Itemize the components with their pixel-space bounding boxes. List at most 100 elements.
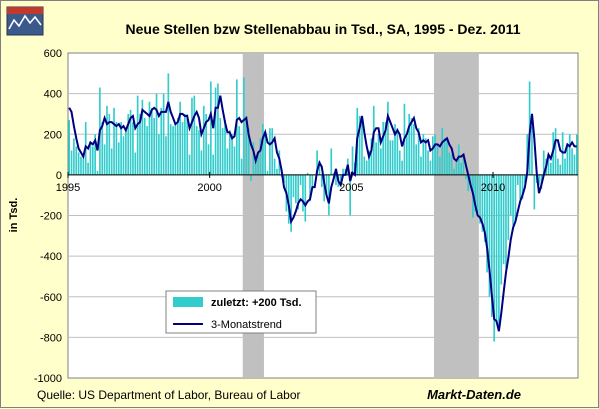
- bar: [141, 99, 144, 175]
- bar: [396, 128, 399, 175]
- bar: [179, 101, 181, 175]
- bar: [91, 146, 94, 175]
- bar: [210, 81, 212, 175]
- y-tick-label-400: 400: [44, 89, 62, 101]
- bar: [311, 174, 314, 188]
- bar: [493, 174, 496, 342]
- bar: [474, 174, 477, 212]
- bar: [245, 115, 248, 175]
- bar: [380, 148, 382, 175]
- bar: [266, 170, 269, 175]
- bar: [287, 174, 290, 224]
- bar: [200, 150, 203, 175]
- y-tick-label--800: -800: [40, 332, 62, 344]
- bar: [221, 128, 224, 175]
- bar: [457, 144, 460, 175]
- bar: [498, 174, 500, 328]
- bar: [564, 158, 566, 175]
- bar: [155, 93, 158, 175]
- bar: [259, 138, 262, 175]
- bar: [68, 120, 71, 175]
- bar: [205, 113, 207, 175]
- bar: [502, 174, 505, 265]
- y-tick-label-0: 0: [56, 170, 62, 182]
- bar: [446, 140, 448, 175]
- bar: [271, 128, 274, 175]
- bar: [462, 154, 465, 175]
- bar: [542, 150, 545, 175]
- bar: [514, 174, 517, 222]
- y-tick-label--600: -600: [40, 292, 62, 304]
- bar: [479, 174, 481, 224]
- bar: [233, 146, 236, 175]
- bar: [505, 174, 507, 269]
- bar: [434, 134, 436, 175]
- bar: [554, 128, 557, 175]
- bar: [103, 144, 106, 175]
- bar: [193, 95, 196, 175]
- bar: [365, 160, 368, 175]
- y-tick-label-600: 600: [44, 48, 62, 60]
- bar: [87, 162, 89, 175]
- bar: [165, 136, 167, 175]
- y-axis-label: in Tsd.: [8, 198, 20, 233]
- line-chart-logo-icon: [6, 6, 44, 36]
- bar: [207, 144, 210, 175]
- bar: [316, 150, 318, 175]
- bar: [571, 148, 573, 175]
- bar: [490, 174, 493, 318]
- bar: [129, 109, 132, 175]
- bar: [358, 115, 361, 175]
- bar: [299, 174, 302, 186]
- bar: [231, 134, 233, 175]
- bar: [431, 136, 434, 175]
- y-tick-label--400: -400: [40, 251, 62, 263]
- bar: [198, 130, 200, 175]
- bar: [339, 174, 342, 186]
- bar: [70, 150, 73, 175]
- bar: [417, 128, 420, 175]
- bar: [243, 77, 245, 175]
- bar: [162, 93, 165, 175]
- bar: [573, 154, 576, 175]
- bar: [413, 124, 415, 175]
- bar: [122, 136, 125, 175]
- bar: [110, 148, 113, 175]
- bar: [330, 148, 333, 175]
- bar: [127, 113, 130, 175]
- bar: [318, 160, 321, 175]
- bar: [181, 122, 184, 175]
- chart-title: Neue Stellen bzw Stellenabbau in Tsd., S…: [126, 21, 521, 37]
- bar: [117, 142, 120, 175]
- x-tick-label-1995: 1995: [56, 182, 80, 194]
- bar: [101, 122, 104, 175]
- bar: [370, 138, 373, 175]
- bar: [158, 134, 160, 175]
- bar: [290, 174, 292, 232]
- bar: [219, 118, 222, 175]
- bar: [439, 156, 441, 175]
- bar: [228, 130, 231, 175]
- bar: [150, 107, 153, 175]
- bar: [377, 134, 380, 175]
- brand-name: Markt-Daten.de: [427, 387, 521, 402]
- bar: [134, 152, 137, 175]
- bar: [82, 158, 85, 175]
- bar: [77, 152, 80, 175]
- bar: [372, 105, 375, 175]
- bar: [73, 138, 75, 175]
- bar: [495, 174, 498, 324]
- bar: [450, 154, 453, 175]
- bar: [261, 124, 264, 175]
- x-tick-label-2000: 2000: [197, 182, 221, 194]
- bar: [476, 174, 479, 214]
- bar: [424, 138, 427, 175]
- y-tick-label--200: -200: [40, 211, 62, 223]
- bar: [153, 118, 156, 175]
- bar: [391, 140, 394, 175]
- bar: [172, 126, 174, 175]
- bar: [368, 150, 370, 175]
- bar: [509, 174, 512, 216]
- bar: [264, 132, 266, 175]
